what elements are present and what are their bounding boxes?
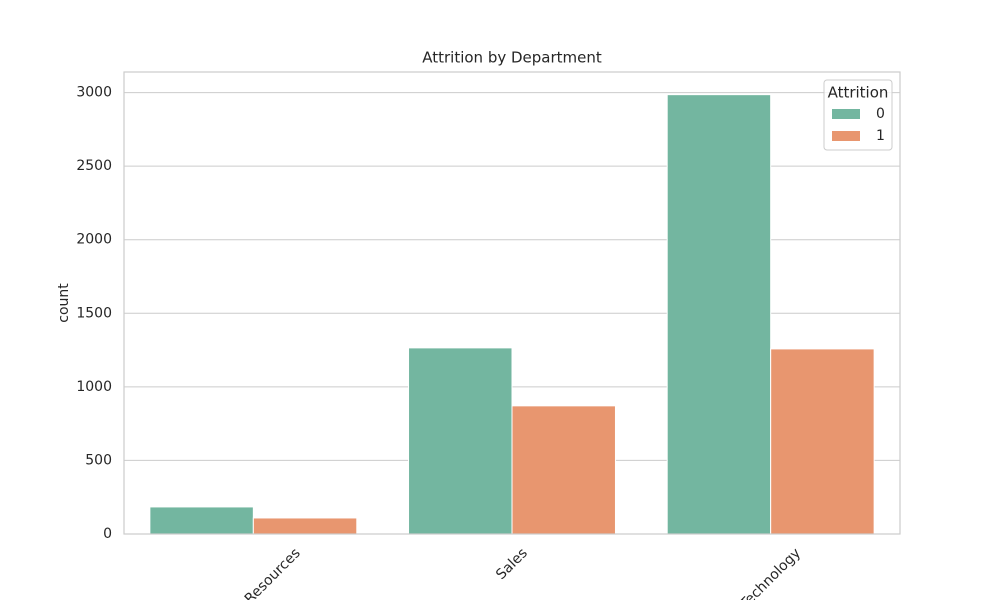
chart-title: Attrition by Department <box>422 49 602 67</box>
bar <box>252 517 358 535</box>
legend-label: 0 <box>876 106 885 122</box>
bar <box>511 405 616 535</box>
legend-swatch <box>832 109 860 119</box>
bar <box>666 94 772 535</box>
y-axis-label: count <box>56 283 72 323</box>
y-tick-label: 0 <box>103 526 112 542</box>
plot-frame <box>123 71 901 535</box>
y-tick-label: 2500 <box>76 158 112 174</box>
y-tick-label: 2000 <box>76 232 112 248</box>
y-tick-label: 1500 <box>76 305 112 321</box>
y-tick-label: 3000 <box>76 85 112 101</box>
legend-title: Attrition <box>828 84 889 102</box>
bar <box>149 506 254 535</box>
bar <box>408 347 513 535</box>
bar <box>770 348 875 535</box>
legend: Attrition 0 1 <box>823 79 893 151</box>
legend-swatch <box>832 131 860 141</box>
y-tick-label: 500 <box>85 452 112 468</box>
legend-label: 1 <box>876 128 885 144</box>
y-tick-label: 1000 <box>76 379 112 395</box>
